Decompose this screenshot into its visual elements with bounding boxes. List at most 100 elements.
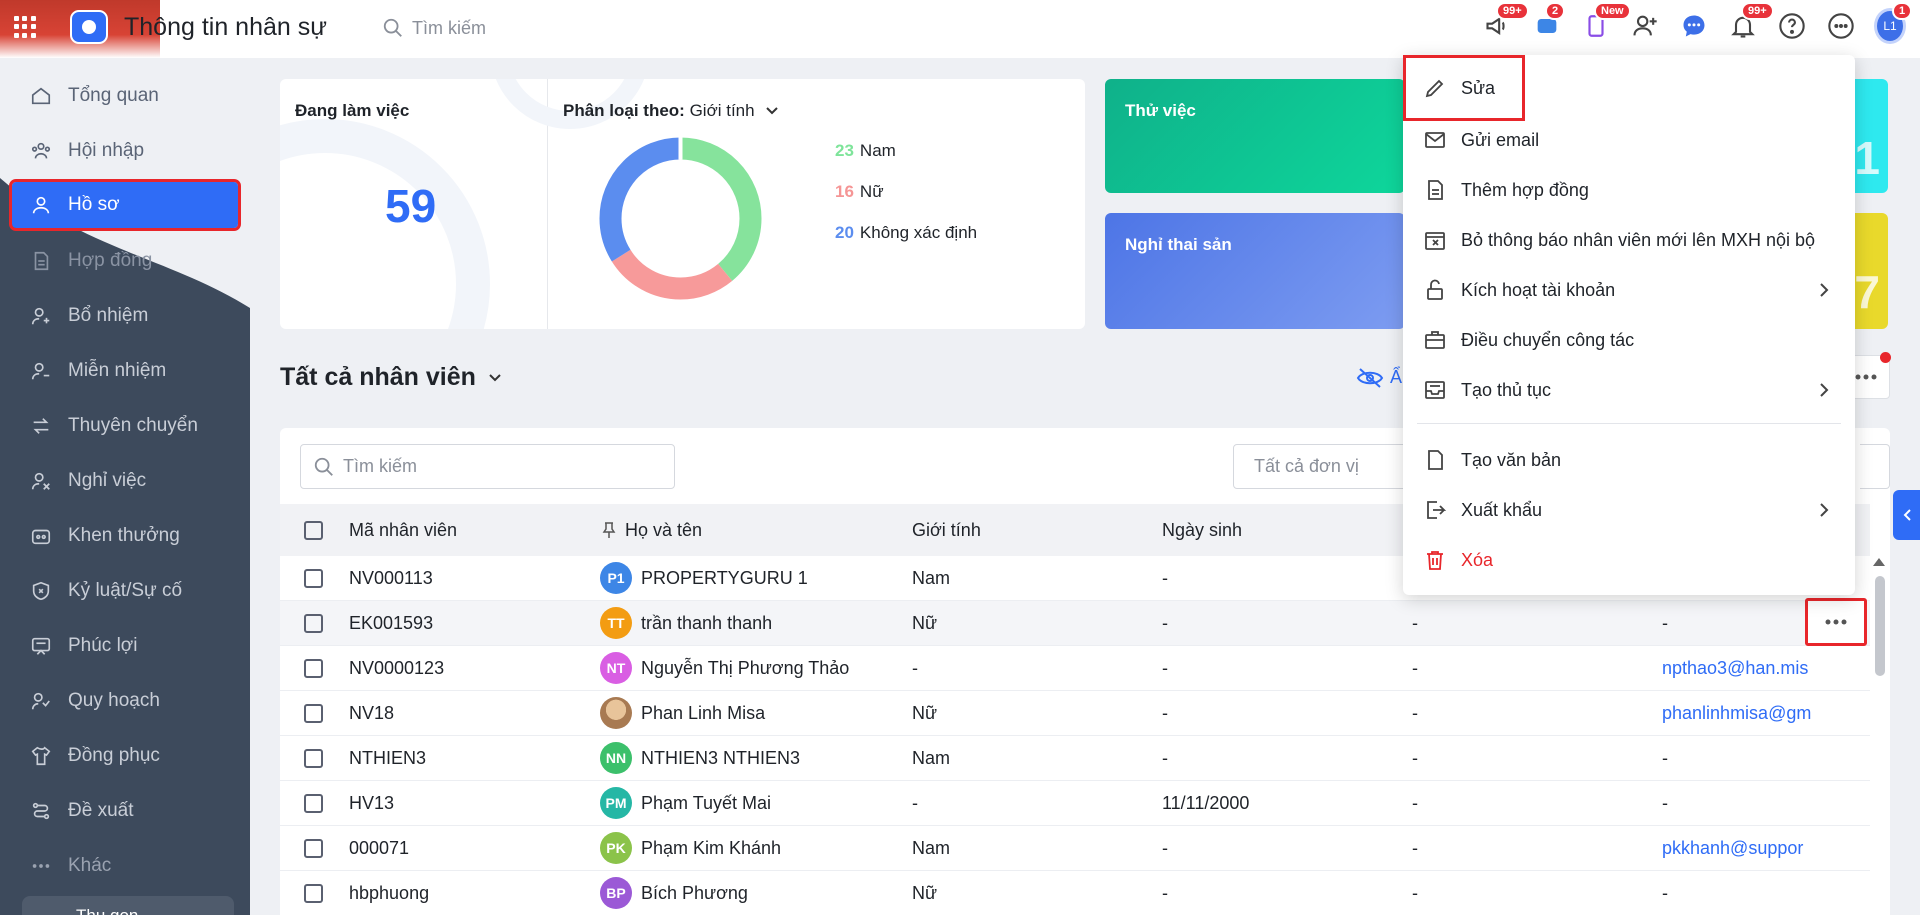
working-count[interactable]: 59 <box>385 180 437 232</box>
legend-item-nam[interactable]: 23 Nam <box>835 141 977 182</box>
benefit-icon <box>31 637 51 655</box>
table-row[interactable]: hbphuong BP Bích Phương Nữ - - - <box>280 871 1870 915</box>
help-icon[interactable] <box>1776 10 1808 42</box>
donut-segment-nu[interactable] <box>599 137 762 300</box>
row-checkbox[interactable] <box>304 748 323 768</box>
unit-filter-select[interactable]: Tất cả đơn vị <box>1233 444 1413 489</box>
cell-email: - <box>1662 612 1668 633</box>
legend-item-nu[interactable]: 16 Nữ <box>835 182 977 223</box>
summary-card: Đang làm việc 59 Phân loại theo: Giới tí… <box>280 79 1085 329</box>
cell-gender: Nam <box>912 567 951 588</box>
menu-item-create-document[interactable]: Tạo văn bản <box>1403 435 1855 485</box>
sidebar-item-khen-thuong[interactable]: Khen thưởng <box>0 508 250 563</box>
menu-item-transfer[interactable]: Điều chuyển công tác <box>1403 315 1855 365</box>
employee-list-selector[interactable]: Tất cả nhân viên <box>280 363 502 392</box>
cart-icon[interactable]: 2 <box>1531 2 1566 42</box>
chat-icon[interactable] <box>1678 10 1710 42</box>
unit-filter-placeholder: Tất cả đơn vị <box>1254 456 1359 476</box>
cell-email[interactable]: npthao3@han.mis <box>1662 657 1809 678</box>
menu-item-add-contract[interactable]: Thêm hợp đồng <box>1403 165 1855 215</box>
row-actions-button[interactable] <box>1805 598 1867 646</box>
row-checkbox[interactable] <box>304 613 323 633</box>
row-checkbox[interactable] <box>304 883 323 903</box>
cell-email[interactable]: pkkhanh@suppor <box>1662 837 1804 858</box>
table-row[interactable]: NV18 Phan Linh Misa Nữ - - phanlinhmisa@… <box>280 691 1870 736</box>
home-icon <box>31 87 51 104</box>
cell-email[interactable]: phanlinhmisa@gm <box>1662 702 1812 723</box>
chevron-right-icon <box>1820 383 1829 397</box>
sidebar-item-thuyen-chuyen[interactable]: Thuyên chuyển <box>0 398 250 453</box>
menu-item-activate-account[interactable]: Kích hoạt tài khoản <box>1403 265 1855 315</box>
gender-donut-chart <box>599 137 762 300</box>
menu-item-unannounce[interactable]: Bỏ thông báo nhân viên mới lên MXH nội b… <box>1403 215 1855 265</box>
cell-extra: - <box>1412 747 1418 768</box>
sidebar-item-de-xuat[interactable]: Đề xuất <box>0 783 250 838</box>
sidebar-item-mien-nhiem[interactable]: Miễn nhiệm <box>0 343 250 398</box>
table-row[interactable]: NTHIEN3 NN NTHIEN3 NTHIEN3 Nam - - - <box>280 736 1870 781</box>
column-header-dob[interactable]: Ngày sinh <box>1162 519 1243 540</box>
bell-icon[interactable]: 99+ <box>1727 2 1774 42</box>
scroll-up-arrow[interactable] <box>1873 558 1885 566</box>
sidebar-item-tong-quan[interactable]: Tổng quan <box>0 68 250 123</box>
menu-item-edit[interactable]: Sửa <box>1403 55 1525 121</box>
user-avatar[interactable]: L1 1 <box>1874 2 1913 44</box>
cell-name-text: trần thanh thanh <box>641 612 773 633</box>
maternity-card[interactable]: Nghỉ thai sản <box>1105 213 1405 329</box>
phone-icon[interactable]: New <box>1580 2 1631 42</box>
megaphone-icon[interactable]: 99+ <box>1482 2 1529 42</box>
transfer-icon <box>33 417 49 434</box>
more-menu-icon[interactable] <box>1825 10 1857 42</box>
row-checkbox[interactable] <box>304 703 323 723</box>
select-all-checkbox[interactable] <box>304 520 323 540</box>
hide-toggle[interactable]: Ẩ <box>1356 367 1402 389</box>
global-search[interactable]: Tìm kiếm <box>382 17 486 39</box>
row-checkbox[interactable] <box>304 793 323 813</box>
global-search-placeholder: Tìm kiếm <box>412 17 486 38</box>
sidebar-item-bo-nhiem[interactable]: Bổ nhiệm <box>0 288 250 343</box>
column-header-name[interactable]: Họ và tên <box>602 520 702 541</box>
sidebar-item-khac[interactable]: Khác <box>0 838 250 893</box>
menu-item-send-email[interactable]: Gửi email <box>1403 115 1855 165</box>
column-header-code[interactable]: Mã nhân viên <box>349 519 458 540</box>
table-row[interactable]: 000071 PK Phạm Kim Khánh Nam - - pkkhanh@… <box>280 826 1870 871</box>
table-row[interactable]: EK001593 TT trần thanh thanh Nữ - - - <box>280 598 1870 646</box>
maternity-label: Nghỉ thai sản <box>1125 235 1232 254</box>
sidebar-item-dong-phuc[interactable]: Đồng phục <box>0 728 250 783</box>
row-checkbox[interactable] <box>304 838 323 858</box>
table-row[interactable]: HV13 PM Phạm Tuyết Mai - 11/11/2000 - - <box>280 781 1870 826</box>
menu-item-export[interactable]: Xuất khẩu <box>1403 485 1855 535</box>
collapse-button[interactable]: Thu gọn <box>22 896 234 915</box>
probation-card[interactable]: Thử việc <box>1105 79 1405 193</box>
menu-item-delete[interactable]: Xóa <box>1403 535 1855 585</box>
filter-select-edge[interactable] <box>1860 444 1890 489</box>
legend-item-khong-xac-dinh[interactable]: 20 Không xác định <box>835 223 977 264</box>
row-checkbox[interactable] <box>304 658 323 678</box>
sidebar-item-quy-hoach[interactable]: Quy hoạch <box>0 673 250 728</box>
legend-count: 20 <box>835 223 854 242</box>
avatar: TT <box>600 607 632 639</box>
table-row[interactable]: NV0000123 NT Nguyễn Thị Phương Thảo - - -… <box>280 646 1870 691</box>
sidebar-item-ho-so[interactable]: Hồ sơ <box>9 179 241 231</box>
menu-item-label: Xóa <box>1461 549 1494 570</box>
cell-dob: - <box>1162 612 1168 633</box>
classify-selector[interactable]: Phân loại theo: Giới tính <box>563 101 779 121</box>
sidebar-item-hoi-nhap[interactable]: Hội nhập <box>0 123 250 178</box>
pin-icon <box>602 522 616 538</box>
sidebar-item-nghi-viec[interactable]: Nghỉ việc <box>0 453 250 508</box>
legend-label: Nam <box>859 141 896 160</box>
column-header-gender[interactable]: Giới tính <box>912 519 981 540</box>
file-icon <box>1428 450 1443 470</box>
table-scrollbar[interactable] <box>1875 576 1885 676</box>
row-checkbox[interactable] <box>304 568 323 588</box>
side-panel-toggle[interactable] <box>1893 490 1920 540</box>
sidebar-item-ky-luat[interactable]: Kỷ luật/Sự cố <box>0 563 250 618</box>
app-grid-icon[interactable] <box>14 16 36 38</box>
chevron-down-icon <box>489 373 501 381</box>
employee-search-input[interactable]: Tìm kiếm <box>300 444 675 489</box>
sidebar-item-phuc-loi[interactable]: Phúc lợi <box>0 618 250 673</box>
sidebar-item-hop-dong[interactable]: Hợp đồng <box>0 233 250 288</box>
add-user-icon[interactable] <box>1629 10 1661 42</box>
menu-item-create-procedure[interactable]: Tạo thủ tục <box>1403 365 1855 415</box>
app-logo[interactable] <box>70 10 108 44</box>
working-label: Đang làm việc <box>295 101 410 120</box>
